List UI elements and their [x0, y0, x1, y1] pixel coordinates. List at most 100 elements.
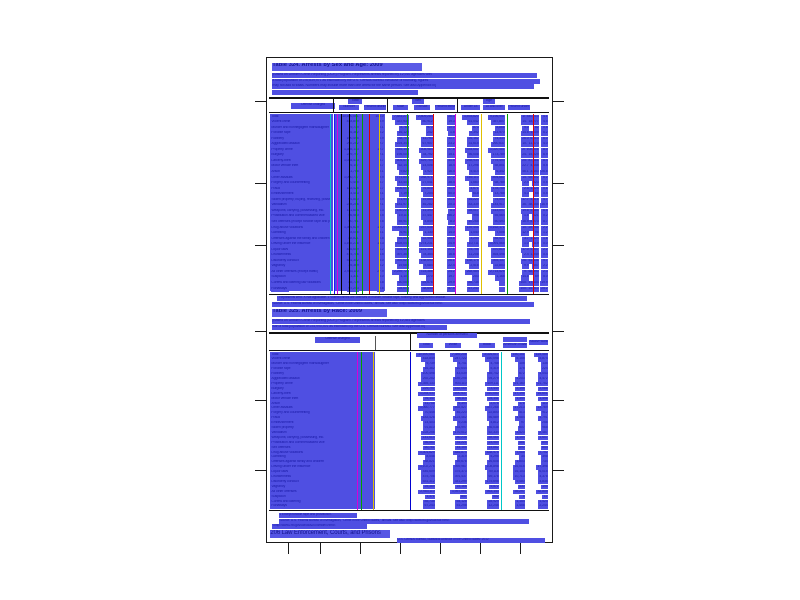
table-cell-value: 7,881,277	[391, 114, 409, 120]
table-cell-value: 56,589	[487, 416, 499, 421]
crop-tick	[400, 543, 401, 554]
annotation-line-green	[361, 352, 362, 510]
crop-tick	[255, 101, 266, 102]
table-cell-value: 1,162,171	[487, 225, 505, 231]
table-cell-value: 21,752	[536, 381, 548, 387]
table-cell-value: 60,761	[347, 219, 359, 226]
table-row-label: Embezzlement	[271, 421, 296, 426]
annotation-line-green	[362, 114, 363, 294]
table-cell-value: 17.7	[520, 197, 529, 203]
table-cell-value: 2,319	[456, 455, 467, 460]
table-cell-value: 36,038	[487, 426, 499, 431]
table-row-label: Other assaults	[271, 406, 299, 411]
table-325-top-rule	[269, 332, 549, 334]
table-row-label: Disorderly conduct	[271, 258, 305, 264]
table-325-bottom-rule	[269, 510, 549, 511]
table-cell-value: 25,369	[347, 264, 359, 270]
table-cell-value: 166,110	[465, 175, 479, 181]
table-row-label: Suspicion	[271, 275, 291, 281]
table-cell-value: 8.4	[541, 158, 548, 165]
table-row-label: Burglary	[271, 153, 290, 159]
table-cell-value: 418,849	[345, 120, 359, 126]
table-cell-value: 11,390	[421, 208, 433, 214]
table-cell-value: 2,195	[514, 386, 525, 392]
table-cell-value: 618	[472, 192, 479, 198]
table-cell-value: 0.7	[377, 164, 384, 170]
table-cell-value: 229,797	[421, 386, 435, 392]
table-cell-value: 14,403	[423, 421, 435, 426]
table-cell-value: 11.7	[446, 136, 455, 142]
table-cell-value: 43,404	[397, 181, 409, 187]
table-cell-value: 4,472	[537, 377, 548, 382]
table-cell-value: 31,615	[467, 142, 479, 148]
table-324-col-divider	[457, 97, 459, 112]
annotation-line-cyan	[330, 114, 331, 294]
table-cell-value: 22,800	[487, 411, 499, 416]
table-cell-value: 3.9	[377, 120, 384, 126]
table-cell-value: 5,684	[422, 264, 433, 270]
table-324-headnote-line-1: [Based on Uniform Crime Reporting (UCR) …	[272, 73, 537, 78]
table-row-label: Forgery and counterfeiting	[271, 181, 318, 187]
table-cell-value: 325,453	[395, 247, 409, 253]
table-cell-value: 14.6	[520, 120, 529, 126]
table-cell-value: 446,609	[345, 247, 359, 253]
table-cell-value: 7,006	[494, 231, 505, 237]
table-cell-value: 1,394	[514, 396, 525, 402]
table-cell-value: 1,301,629	[417, 450, 435, 455]
table-cell-value: 76,147	[347, 164, 359, 170]
table-row-label: Liquor laws	[271, 470, 295, 475]
table-cell-value: 14.0	[446, 231, 455, 237]
table-324-total-block	[335, 114, 385, 291]
table-cell-value: 22.4	[446, 264, 455, 270]
table-cell-value: 34	[519, 455, 525, 460]
table-cell-value: 3.7	[522, 236, 529, 242]
table-row-label: Runaways	[271, 286, 290, 292]
table-cell-value: 531,312	[345, 258, 359, 264]
table-cell-value: 397,352	[395, 253, 409, 259]
table-cell-value: 26.1	[446, 258, 455, 264]
table-cell-value: 6,342	[494, 170, 505, 176]
table-cell-value: 268,584	[465, 269, 479, 276]
table-cell-value: 557	[532, 264, 539, 270]
table-cell-value: 76,147	[423, 396, 435, 402]
table-cell-value: 14.8	[520, 275, 529, 281]
table-cell-value: 58,565	[487, 435, 499, 441]
crop-tick	[255, 245, 266, 246]
table-cell-value: 27,041	[421, 181, 433, 187]
table-325-title: Table 325. Arrests by Race: 2009	[272, 309, 387, 317]
table-cell-value: 1,927	[422, 170, 433, 176]
table-cell-value: 61,042	[467, 120, 479, 126]
table-324-title: Table 324. Arrests by Sex and Age: 2009	[272, 63, 422, 71]
table-row-label: Robbery	[271, 136, 288, 142]
table-cell-value: 22,955	[421, 236, 433, 242]
table-cell-value: 775,499	[491, 158, 505, 165]
table-cell-value: 1,102,276	[341, 242, 359, 248]
table-cell-value: 24.9	[446, 242, 455, 248]
table-cell-value: 260,637	[491, 142, 505, 148]
table-cell-value: 27.1	[446, 247, 455, 253]
crop-tick	[480, 543, 481, 554]
crop-tick	[360, 543, 361, 554]
table-cell-value: 604,674	[395, 158, 409, 165]
table-325-col-amind-alaskan-line1	[503, 337, 527, 342]
table-cell-value: 55,564	[493, 214, 505, 220]
table-cell-value: 69	[533, 275, 539, 281]
table-cell-value: 1,091,565	[487, 242, 505, 248]
table-cell-value: 5,874	[537, 357, 548, 362]
table-row-label: Forgery and counterfeiting	[271, 411, 318, 416]
table-cell-value: 2,516	[468, 264, 479, 270]
table-cell-value: 17.0	[520, 247, 529, 253]
table-row-label: Property crime	[271, 381, 299, 387]
table-cell-value: 288,971	[419, 175, 433, 181]
table-cell-value: 899	[541, 440, 548, 446]
table-row-label: Offenses against family and children	[271, 460, 333, 465]
table-cell-value: 970	[426, 125, 433, 131]
table-row-label: Forcible rape	[271, 367, 298, 372]
table-cell-value: 26.8	[539, 170, 548, 176]
table-cell-value: 4,812	[488, 421, 499, 426]
table-cell-value: 4,835	[537, 479, 548, 485]
table-row-label: Runaways	[271, 504, 290, 509]
table-cell-value: 10.7	[520, 225, 529, 231]
table-row-label: Fraud	[271, 416, 285, 421]
